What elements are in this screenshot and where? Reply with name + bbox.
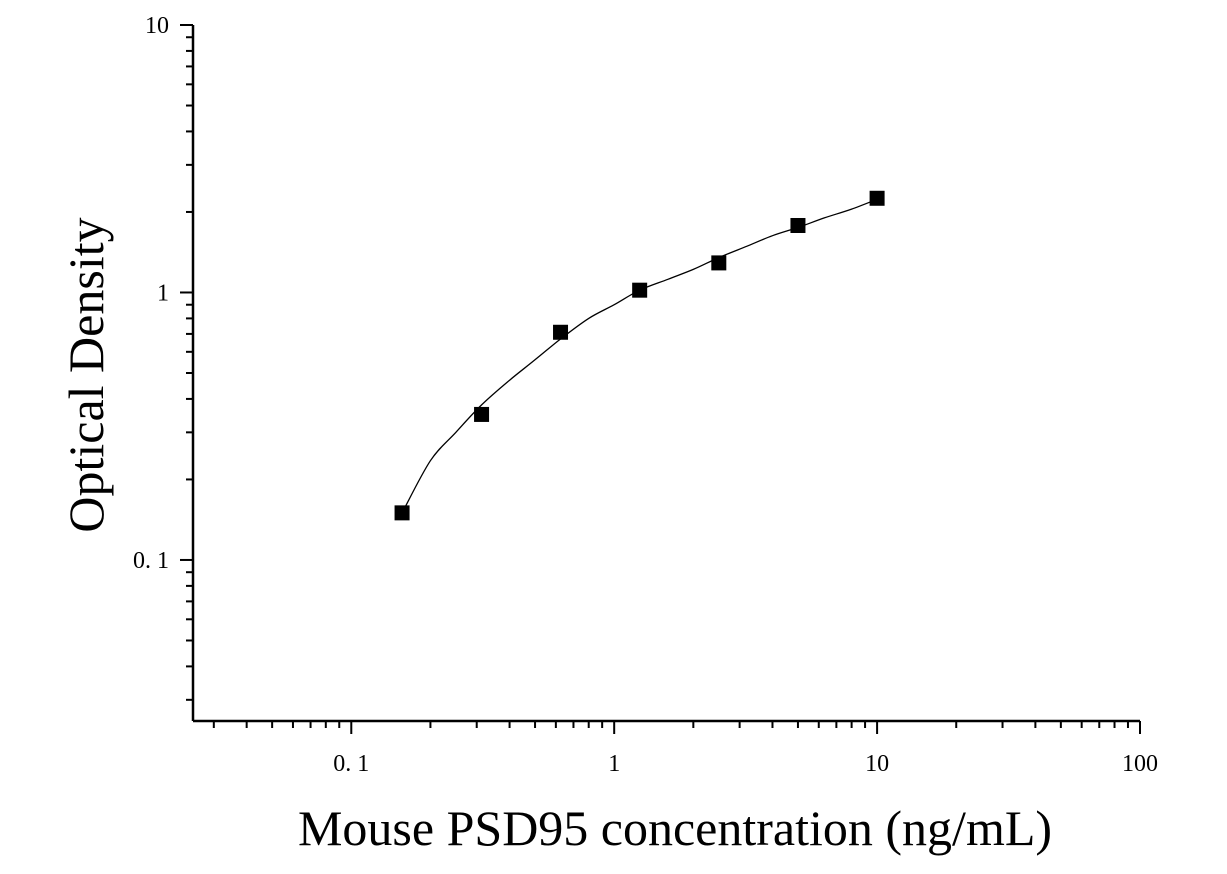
x-axis-title: Mouse PSD95 concentration (ng/mL): [298, 800, 1052, 856]
x-tick-label: 10: [865, 751, 889, 777]
fit-curve-layer: [401, 198, 878, 514]
data-point: [711, 255, 727, 271]
data-point: [790, 217, 806, 233]
data-point: [394, 505, 410, 521]
x-tick-label: 0. 1: [333, 751, 369, 777]
y-tick-label: 10: [145, 13, 169, 39]
tick-labels: 0. 1 1 10 100 0. 1 1 10: [133, 13, 1158, 777]
fit-curve: [401, 198, 878, 514]
y-tick-label: 1: [157, 280, 169, 306]
data-point: [553, 324, 569, 340]
data-point: [632, 282, 648, 298]
x-tick-label: 1: [608, 751, 620, 777]
axes: [191, 25, 1140, 723]
y-tick-label: 0. 1: [133, 548, 169, 574]
y-axis-title: Optical Density: [58, 217, 114, 532]
data-point: [474, 406, 490, 422]
tick-marks: [180, 24, 1141, 734]
data-point: [869, 190, 885, 206]
x-tick-label: 100: [1122, 751, 1158, 777]
data-points: [394, 190, 885, 521]
